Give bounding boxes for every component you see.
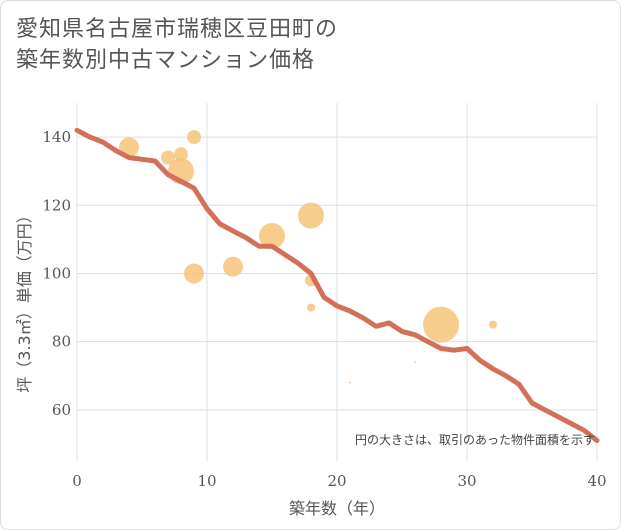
scatter-point bbox=[298, 202, 324, 229]
y-tick-label: 120 bbox=[42, 196, 71, 214]
y-tick-label: 80 bbox=[52, 333, 71, 351]
x-axis-label: 築年数（年） bbox=[289, 499, 385, 518]
chart-title-line-1: 愛知県名古屋市瑞穂区豆田町の bbox=[16, 17, 339, 42]
x-tick-label: 30 bbox=[457, 472, 476, 490]
scatter-point bbox=[174, 147, 188, 162]
y-tick-label: 140 bbox=[42, 128, 71, 146]
y-tick-label: 60 bbox=[52, 401, 71, 419]
scatter-point bbox=[259, 222, 285, 249]
chart-title: 愛知県名古屋市瑞穂区豆田町の 築年数別中古マンション価格 bbox=[16, 14, 338, 76]
scatter-point bbox=[489, 320, 497, 329]
scatter-point bbox=[307, 303, 315, 312]
trend-layer bbox=[74, 127, 600, 443]
tick-layer: 0 10 20 30 40 60 80 100 120 140 bbox=[42, 128, 606, 490]
scatter-point bbox=[349, 381, 351, 384]
trend-line bbox=[74, 127, 600, 443]
x-tick-label: 0 bbox=[72, 472, 82, 490]
y-tick-label: 100 bbox=[42, 264, 71, 282]
grid-layer bbox=[76, 103, 598, 461]
scatter-point bbox=[414, 361, 416, 364]
x-tick-label: 10 bbox=[197, 472, 216, 490]
y-axis-label: 坪（3.3㎡）単価（万円） bbox=[15, 207, 34, 392]
scatter-point bbox=[423, 306, 459, 343]
chart-title-line-2: 築年数別中古マンション価格 bbox=[16, 48, 316, 73]
scatter-point bbox=[187, 130, 201, 145]
scatter-point bbox=[161, 150, 175, 165]
x-tick-label: 20 bbox=[327, 472, 346, 490]
scatter-point bbox=[184, 263, 204, 284]
scatter-point bbox=[223, 256, 243, 277]
chart-note: 円の大きさは、取引のあった物件面積を示す bbox=[355, 432, 595, 447]
x-tick-label: 40 bbox=[587, 472, 606, 490]
